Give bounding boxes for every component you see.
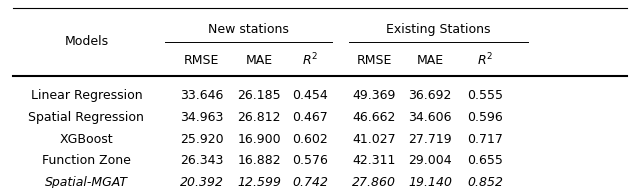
Text: MAE: MAE bbox=[417, 54, 444, 67]
Text: 0.576: 0.576 bbox=[292, 154, 328, 167]
Text: 16.882: 16.882 bbox=[237, 154, 281, 167]
Text: 49.369: 49.369 bbox=[353, 89, 396, 102]
Text: 0.602: 0.602 bbox=[292, 133, 328, 146]
Text: XGBoost: XGBoost bbox=[60, 133, 113, 146]
Text: 26.812: 26.812 bbox=[237, 111, 281, 124]
Text: Models: Models bbox=[65, 35, 108, 48]
Text: 16.900: 16.900 bbox=[237, 133, 281, 146]
Text: 0.454: 0.454 bbox=[292, 89, 328, 102]
Text: Spatial-MGAT: Spatial-MGAT bbox=[45, 176, 128, 188]
Text: 34.963: 34.963 bbox=[180, 111, 223, 124]
Text: 0.655: 0.655 bbox=[467, 154, 503, 167]
Text: New stations: New stations bbox=[208, 23, 289, 36]
Text: 42.311: 42.311 bbox=[353, 154, 396, 167]
Text: 26.185: 26.185 bbox=[237, 89, 281, 102]
Text: 0.742: 0.742 bbox=[292, 176, 328, 188]
Text: 34.606: 34.606 bbox=[408, 111, 452, 124]
Text: 20.392: 20.392 bbox=[180, 176, 223, 188]
Text: Linear Regression: Linear Regression bbox=[31, 89, 142, 102]
Text: RMSE: RMSE bbox=[184, 54, 220, 67]
Text: 46.662: 46.662 bbox=[353, 111, 396, 124]
Text: Spatial Regression: Spatial Regression bbox=[28, 111, 145, 124]
Text: $R^2$: $R^2$ bbox=[302, 52, 319, 68]
Text: 0.852: 0.852 bbox=[467, 176, 503, 188]
Text: $R^2$: $R^2$ bbox=[477, 52, 493, 68]
Text: 33.646: 33.646 bbox=[180, 89, 223, 102]
Text: MAE: MAE bbox=[246, 54, 273, 67]
Text: RMSE: RMSE bbox=[356, 54, 392, 67]
Text: Existing Stations: Existing Stations bbox=[386, 23, 491, 36]
Text: 36.692: 36.692 bbox=[408, 89, 452, 102]
Text: 0.717: 0.717 bbox=[467, 133, 503, 146]
Text: 19.140: 19.140 bbox=[408, 176, 452, 188]
Text: 0.596: 0.596 bbox=[467, 111, 503, 124]
Text: 0.467: 0.467 bbox=[292, 111, 328, 124]
Text: 27.719: 27.719 bbox=[408, 133, 452, 146]
Text: 27.860: 27.860 bbox=[353, 176, 396, 188]
Text: 26.343: 26.343 bbox=[180, 154, 223, 167]
Text: 29.004: 29.004 bbox=[408, 154, 452, 167]
Text: 25.920: 25.920 bbox=[180, 133, 223, 146]
Text: 0.555: 0.555 bbox=[467, 89, 503, 102]
Text: 41.027: 41.027 bbox=[353, 133, 396, 146]
Text: Function Zone: Function Zone bbox=[42, 154, 131, 167]
Text: 12.599: 12.599 bbox=[237, 176, 281, 188]
